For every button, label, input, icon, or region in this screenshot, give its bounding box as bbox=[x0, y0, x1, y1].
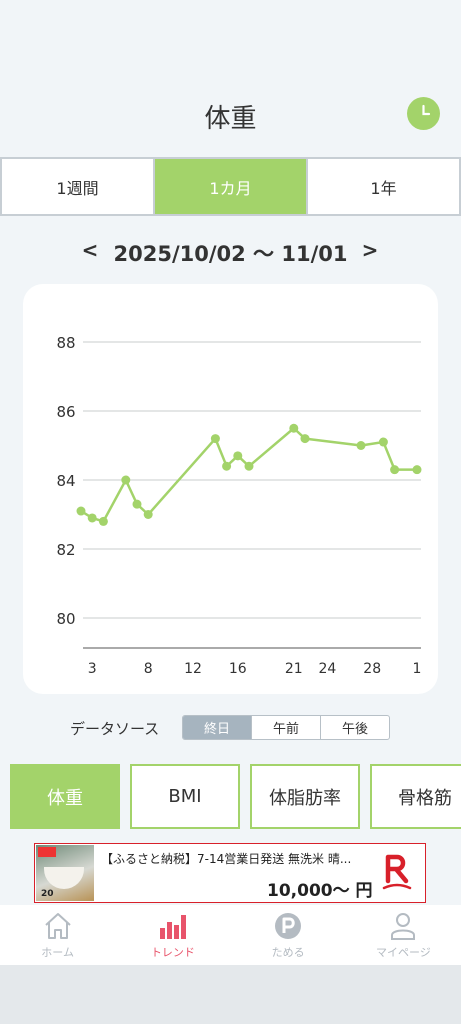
y-tick-label: 80 bbox=[56, 610, 75, 628]
bar-chart-icon bbox=[159, 915, 186, 939]
date-navigator: 2025/10/02 〜 11/01 < > bbox=[0, 236, 461, 268]
weight-data-point[interactable] bbox=[233, 451, 243, 461]
weight-data-point[interactable] bbox=[98, 516, 108, 526]
y-tick-label: 82 bbox=[56, 541, 75, 559]
x-tick-label: 16 bbox=[229, 661, 247, 677]
x-tick-label: 3 bbox=[88, 661, 97, 677]
clock-icon bbox=[422, 104, 431, 116]
ad-price: 10,000〜 円 bbox=[267, 881, 373, 901]
ad-thumbnail: 20 bbox=[36, 845, 94, 901]
home-icon bbox=[44, 913, 71, 939]
metric-tab-skeletal-muscle[interactable]: 骨格筋 bbox=[370, 764, 461, 829]
metric-tab-bmi[interactable]: BMI bbox=[130, 764, 240, 829]
weight-data-point[interactable] bbox=[143, 510, 153, 519]
nav-home-label: ホーム bbox=[41, 946, 74, 959]
date-range-label: 2025/10/02 〜 11/01 bbox=[113, 242, 348, 266]
range-tabs: 1週間 1カ月 1年 bbox=[0, 157, 461, 216]
system-navigation-bar bbox=[0, 965, 461, 1024]
weight-data-point[interactable] bbox=[412, 465, 422, 475]
x-tick-label: 24 bbox=[318, 661, 336, 677]
data-source-label: データソース bbox=[70, 720, 160, 738]
clock-button[interactable] bbox=[407, 97, 440, 130]
weight-data-point[interactable] bbox=[222, 461, 232, 471]
weight-data-point[interactable] bbox=[244, 461, 254, 471]
y-tick-label: 88 bbox=[56, 334, 75, 352]
rakuten-logo-icon bbox=[382, 854, 412, 890]
nav-mypage[interactable]: マイページ bbox=[346, 905, 461, 965]
weight-series-line bbox=[80, 427, 417, 523]
tab-1-month[interactable]: 1カ月 bbox=[155, 159, 308, 214]
x-tick-label: 21 bbox=[285, 661, 303, 677]
source-morning[interactable]: 午前 bbox=[252, 716, 321, 739]
weight-data-point[interactable] bbox=[378, 437, 388, 447]
weight-chart-card: 80 82 84 86 88 3 8 12 16 21 24 28 1 bbox=[23, 284, 438, 694]
weight-data-point[interactable] bbox=[210, 434, 220, 444]
nav-trend-label: トレンド bbox=[150, 946, 195, 959]
page-title: 体重 bbox=[204, 104, 257, 134]
points-icon bbox=[275, 913, 302, 939]
user-icon bbox=[391, 913, 416, 940]
data-source-selector: 終日 午前 午後 bbox=[182, 715, 390, 740]
nav-trend[interactable]: トレンド bbox=[115, 905, 230, 965]
next-period-button[interactable]: > bbox=[361, 238, 379, 262]
x-tick-label: 28 bbox=[363, 661, 381, 677]
nav-points[interactable]: ためる bbox=[231, 905, 346, 965]
nav-home[interactable]: ホーム bbox=[0, 905, 115, 965]
weight-data-point[interactable] bbox=[76, 506, 86, 516]
source-all-day[interactable]: 終日 bbox=[183, 716, 252, 739]
weight-line-chart: 80 82 84 86 88 3 8 12 16 21 24 28 1 bbox=[56, 334, 422, 677]
weight-data-point[interactable] bbox=[356, 441, 366, 450]
y-tick-label: 86 bbox=[56, 403, 75, 421]
data-source-row: データソース 終日 午前 午後 bbox=[0, 714, 461, 742]
weight-data-point[interactable] bbox=[132, 499, 142, 509]
weight-data-point[interactable] bbox=[87, 513, 97, 523]
ad-thumb-text: 20 bbox=[41, 889, 54, 899]
weight-data-point[interactable] bbox=[300, 434, 310, 444]
bottom-navigation: ホーム トレンド ためる マイページ bbox=[0, 905, 461, 965]
source-afternoon[interactable]: 午後 bbox=[341, 722, 368, 737]
weight-data-point[interactable] bbox=[289, 423, 299, 433]
header: 体重 bbox=[0, 0, 461, 150]
weight-data-point[interactable] bbox=[121, 475, 131, 485]
x-tick-label: 8 bbox=[144, 661, 153, 677]
x-tick-label: 1 bbox=[413, 661, 422, 677]
metric-tab-weight[interactable]: 体重 bbox=[10, 764, 120, 829]
prev-period-button[interactable]: < bbox=[81, 238, 99, 262]
nav-points-label: ためる bbox=[271, 946, 305, 959]
tab-1-year[interactable]: 1年 bbox=[370, 178, 397, 198]
weight-data-point[interactable] bbox=[390, 465, 400, 475]
y-tick-label: 84 bbox=[56, 472, 75, 490]
metric-tabs: 体重 BMI 体脂肪率 骨格筋 bbox=[10, 764, 461, 830]
nav-mypage-label: マイページ bbox=[375, 946, 431, 959]
ad-title: 【ふるさと納税】7-14営業日発送 無洗米 晴... bbox=[101, 852, 352, 866]
ad-banner[interactable]: 20 【ふるさと納税】7-14営業日発送 無洗米 晴... 10,000〜 円 bbox=[34, 843, 426, 903]
metric-tab-body-fat[interactable]: 体脂肪率 bbox=[250, 764, 360, 829]
tab-1-week[interactable]: 1週間 bbox=[2, 159, 155, 214]
x-tick-label: 12 bbox=[184, 661, 202, 677]
